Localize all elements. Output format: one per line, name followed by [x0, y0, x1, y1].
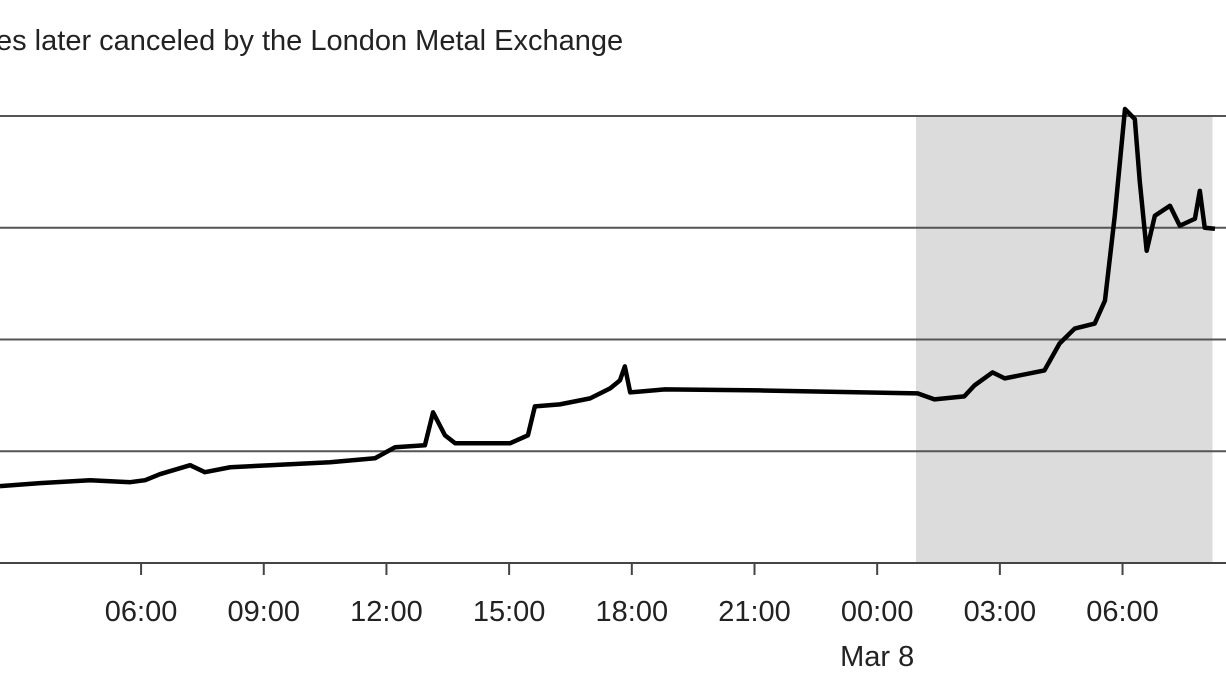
x-tick-label: 06:00	[1086, 596, 1159, 628]
x-tick-label: 06:00	[105, 596, 178, 628]
x-tick-label: 12:00	[350, 596, 423, 628]
x-tick-label: 00:00	[841, 596, 914, 628]
price-line	[0, 106, 1216, 489]
chart-title: es later canceled by the London Metal Ex…	[0, 25, 623, 57]
x-tick-label: 03:00	[964, 596, 1037, 628]
x-tick-label: 09:00	[227, 596, 300, 628]
x-tick-label: 18:00	[596, 596, 669, 628]
x-tick-label: 21:00	[718, 596, 791, 628]
x-tick-label: 15:00	[473, 596, 546, 628]
x-tick-sublabel: Mar 8	[840, 641, 914, 673]
